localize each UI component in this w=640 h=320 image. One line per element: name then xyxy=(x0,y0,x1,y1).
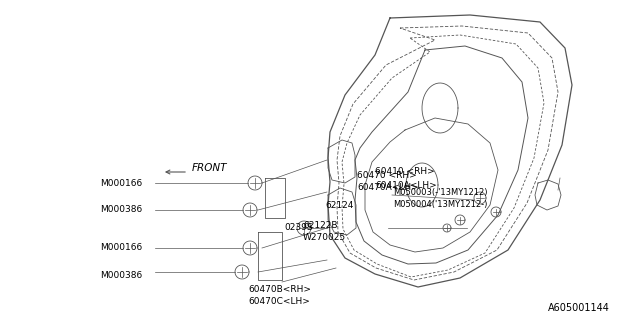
Text: 60470A<LH>: 60470A<LH> xyxy=(357,183,419,193)
Text: A605001144: A605001144 xyxy=(548,303,610,313)
Text: 60410 <RH>: 60410 <RH> xyxy=(375,167,435,177)
Text: 60470C<LH>: 60470C<LH> xyxy=(248,298,310,307)
Text: M050003(-'13MY1212): M050003(-'13MY1212) xyxy=(393,188,488,197)
Text: 60470 <RH>: 60470 <RH> xyxy=(357,171,417,180)
Text: M050004('13MY1212-): M050004('13MY1212-) xyxy=(393,199,488,209)
Text: M000166: M000166 xyxy=(100,244,142,252)
Text: M000386: M000386 xyxy=(100,205,142,214)
Text: W270025: W270025 xyxy=(303,233,346,242)
Text: 60470B<RH>: 60470B<RH> xyxy=(248,285,311,294)
Text: 60410A<LH>: 60410A<LH> xyxy=(375,180,436,189)
Text: 0239S: 0239S xyxy=(284,223,312,233)
Text: FRONT: FRONT xyxy=(192,163,227,173)
Text: 62122B: 62122B xyxy=(303,220,337,229)
Text: 62124: 62124 xyxy=(325,201,353,210)
Text: M000166: M000166 xyxy=(100,179,142,188)
Text: M000386: M000386 xyxy=(100,270,142,279)
